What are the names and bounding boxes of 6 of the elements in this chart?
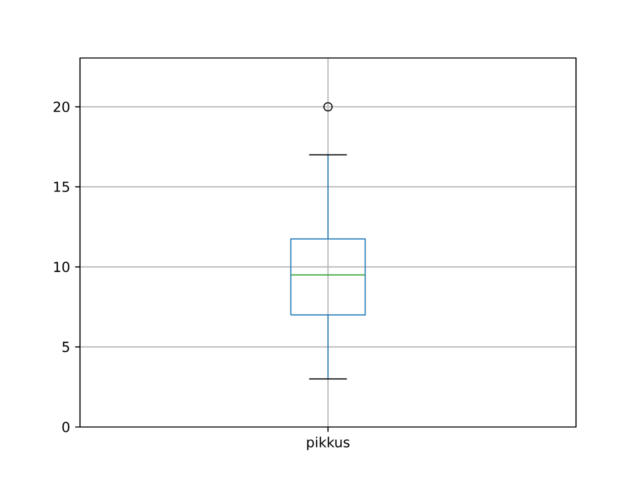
y-tick-label: 10 (54, 262, 70, 272)
y-tick-label: 5 (62, 342, 70, 352)
y-tick-label: 20 (54, 102, 70, 112)
y-tick-label: 0 (62, 422, 70, 432)
x-tick-label: pikkus (307, 436, 350, 450)
y-tick-label: 15 (54, 182, 70, 192)
